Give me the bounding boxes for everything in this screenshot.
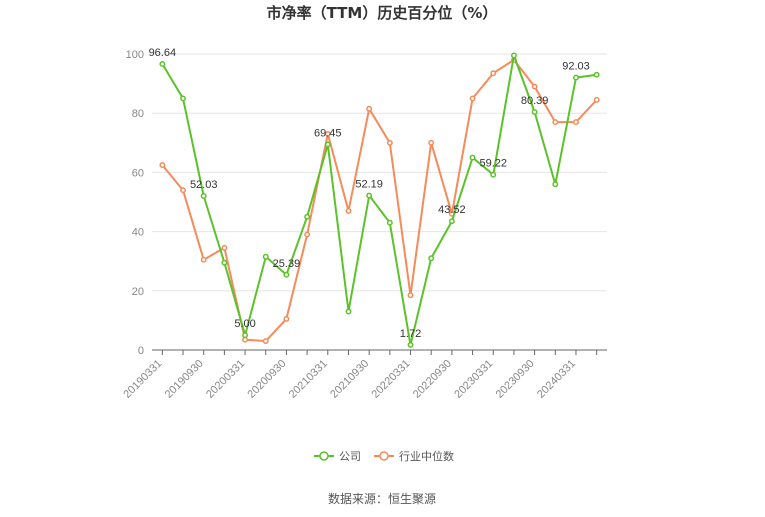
data-label: 1.72 xyxy=(400,328,421,340)
x-tick-label: 20190930 xyxy=(163,358,206,401)
data-point xyxy=(180,187,186,194)
y-axis: 0 20 40 60 80 100 xyxy=(126,49,144,357)
legend-marker-icon xyxy=(319,451,329,461)
legend-marker-icon xyxy=(379,451,389,461)
data-point xyxy=(262,338,269,345)
data-label: 52.03 xyxy=(190,179,218,191)
y-tick-label: 20 xyxy=(132,286,144,298)
data-label: 96.64 xyxy=(149,47,177,59)
data-point xyxy=(469,154,476,161)
series-layer xyxy=(159,52,600,348)
data-point xyxy=(386,219,393,226)
legend-label: 行业中位数 xyxy=(399,449,454,463)
data-point xyxy=(510,52,517,59)
data-point xyxy=(345,207,352,214)
data-point xyxy=(324,130,331,137)
grid-lines xyxy=(152,53,607,292)
x-tick-label: 20220930 xyxy=(411,358,454,401)
x-tick-label: 20190331 xyxy=(121,358,164,401)
data-label: 92.03 xyxy=(562,61,590,73)
data-label: 59.22 xyxy=(479,158,507,170)
data-point xyxy=(593,96,600,103)
data-point xyxy=(200,193,207,199)
data-point xyxy=(366,192,373,199)
x-axis: 2019033120190930202003312020093020210331… xyxy=(121,349,607,401)
data-point xyxy=(304,231,311,238)
data-point xyxy=(573,74,579,81)
data-point xyxy=(200,256,207,263)
data-point xyxy=(490,171,497,178)
legend-item-1[interactable]: 行业中位数 xyxy=(374,449,454,463)
y-tick-label: 80 xyxy=(132,108,144,120)
x-tick-label: 20210930 xyxy=(328,358,371,401)
data-point xyxy=(552,119,559,126)
x-tick-label: 20200930 xyxy=(245,358,288,401)
data-label: 80.39 xyxy=(521,95,549,107)
data-point xyxy=(345,308,352,315)
data-point xyxy=(242,332,249,339)
x-tick-label: 20200331 xyxy=(204,358,247,401)
data-point xyxy=(283,315,290,322)
data-point xyxy=(448,218,455,225)
legend-label: 公司 xyxy=(339,450,361,463)
y-tick-label: 0 xyxy=(138,345,144,357)
data-point xyxy=(221,259,228,266)
series-line-1 xyxy=(161,58,598,343)
data-point xyxy=(593,71,600,78)
x-tick-label: 20230930 xyxy=(494,358,537,401)
data-point xyxy=(159,162,166,168)
chart-title: 市净率（TTM）历史百分位（%） xyxy=(267,4,498,22)
data-point xyxy=(552,181,559,188)
data-source: 数据来源：恒生聚源 xyxy=(328,491,436,506)
data-point xyxy=(428,139,435,146)
data-label: 69.45 xyxy=(314,127,342,139)
data-point xyxy=(262,253,269,260)
x-tick-label: 20230331 xyxy=(452,358,495,401)
data-point xyxy=(490,70,497,77)
data-point xyxy=(366,105,373,112)
data-point xyxy=(324,141,331,148)
data-point xyxy=(531,83,538,90)
data-label: 52.19 xyxy=(355,179,383,191)
x-tick-label: 20220331 xyxy=(370,358,413,401)
data-point xyxy=(469,95,476,102)
data-point xyxy=(407,292,414,299)
data-point xyxy=(304,213,311,220)
x-tick-label: 20240331 xyxy=(535,358,578,401)
data-point xyxy=(283,271,290,278)
legend[interactable]: 公司 行业中位数 xyxy=(314,449,454,463)
data-point xyxy=(180,95,186,102)
data-point xyxy=(407,341,414,348)
data-point xyxy=(159,60,166,67)
data-label: 5.00 xyxy=(234,318,255,330)
data-point xyxy=(428,255,435,262)
y-tick-label: 40 xyxy=(132,227,144,239)
data-label: 43.52 xyxy=(438,204,466,216)
series-line-0 xyxy=(161,54,597,346)
data-labels: 96.64 52.03 5.00 25.39 69.45 52.19 1.72 43.52 59… xyxy=(149,47,590,340)
data-label: 25.39 xyxy=(273,258,301,270)
y-tick-label: 100 xyxy=(126,49,144,61)
data-point xyxy=(221,244,228,251)
x-tick-label: 20210331 xyxy=(287,358,330,401)
data-point xyxy=(531,109,538,115)
legend-item-0[interactable]: 公司 xyxy=(314,450,361,463)
data-point xyxy=(573,119,579,126)
y-tick-label: 60 xyxy=(132,167,144,179)
data-point xyxy=(386,139,393,146)
